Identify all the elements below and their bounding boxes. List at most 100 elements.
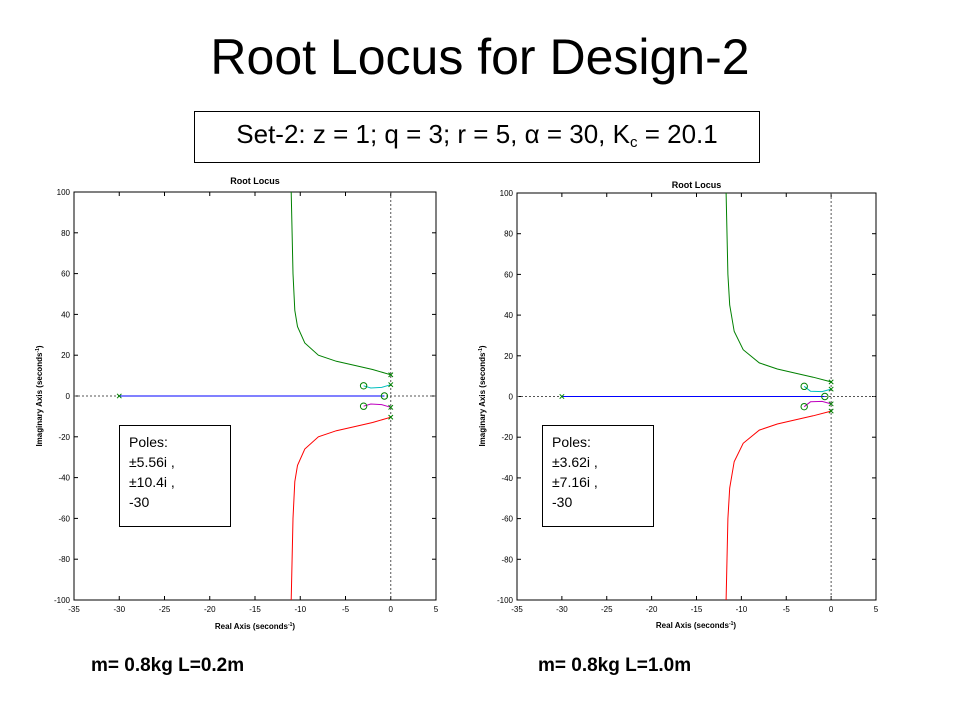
pole-marker — [828, 379, 834, 385]
zero-marker — [821, 392, 829, 401]
x-tick-label: -25 — [601, 605, 613, 614]
zero-marker — [800, 382, 808, 391]
poles-box-left: Poles: ±5.56i , ±10.4i , -30 — [119, 425, 231, 527]
y-tick-label: 60 — [504, 270, 513, 279]
y-tick-label: 80 — [504, 230, 513, 239]
locus-branch — [363, 403, 391, 408]
x-tick-label: -5 — [783, 605, 791, 614]
y-axis-label-text: Imaginary Axis (seconds — [478, 352, 487, 447]
pole-marker-stroke — [828, 386, 834, 392]
slide-title: Root Locus for Design-2 — [210, 29, 750, 85]
y-axis-label-text: Imaginary Axis (seconds — [35, 352, 44, 447]
poles-value: -30 — [129, 494, 150, 510]
x-axis-label-text: Real Axis (seconds — [656, 621, 730, 630]
y-axis-label-tail: ) — [478, 345, 487, 348]
locus-branch — [725, 410, 832, 601]
x-tick-label: -35 — [511, 605, 523, 614]
pole-marker-stroke — [388, 372, 394, 378]
x-tick-label: 0 — [389, 605, 394, 614]
x-tick-label: 0 — [829, 605, 834, 614]
caption-left: m= 0.8kg L=0.2m — [91, 655, 245, 676]
x-tick-label: -10 — [294, 605, 306, 614]
y-tick-label: -100 — [54, 596, 71, 605]
parameter-subscript: c — [629, 134, 638, 151]
x-tick-label: -30 — [556, 605, 568, 614]
y-tick-label: 0 — [66, 392, 71, 401]
locus-branch — [803, 385, 832, 393]
poles-value: -30 — [552, 494, 573, 510]
pole-marker — [828, 386, 834, 392]
x-tick-label: -20 — [204, 605, 216, 614]
poles-label: Poles: — [552, 434, 591, 450]
x-axis-label-text: Real Axis (seconds — [215, 622, 289, 631]
zero-marker — [380, 392, 389, 400]
y-tick-label: 100 — [57, 188, 71, 197]
y-tick-label: -40 — [58, 474, 70, 483]
locus-branch — [363, 384, 391, 389]
locus-branch — [725, 192, 832, 383]
y-tick-label: 20 — [504, 352, 513, 361]
pole-marker-stroke — [116, 393, 122, 399]
pole-marker — [116, 393, 122, 399]
pole-marker — [828, 401, 834, 407]
x-axis-label: Real Axis (seconds-1) — [215, 622, 296, 631]
pole-marker — [828, 408, 834, 414]
chart-title: Root Locus — [672, 180, 722, 190]
x-tick-label: -20 — [646, 605, 658, 614]
parameter-text: Set-2: z = 1; q = 3; r = 5, α = 30, K — [236, 119, 630, 149]
x-axis-label-tail: ) — [292, 622, 295, 631]
x-axis-label: Real Axis (seconds-1) — [656, 621, 737, 630]
poles-value: ±7.16i , — [552, 474, 598, 490]
y-axis-label-tail: ) — [35, 345, 44, 348]
y-tick-label: 40 — [61, 310, 70, 319]
y-tick-label: -80 — [501, 555, 513, 564]
chart-title: Root Locus — [230, 176, 280, 186]
x-tick-label: 5 — [874, 605, 879, 614]
zero-marker — [800, 402, 808, 411]
pole-marker-stroke — [388, 382, 394, 388]
poles-value: ±5.56i , — [129, 454, 175, 470]
x-axis-label-sup: -1 — [729, 621, 734, 627]
poles-value: ±10.4i , — [129, 474, 175, 490]
x-axis-label-tail: ) — [733, 621, 736, 630]
pole-marker-stroke — [828, 379, 834, 385]
y-axis-label: Imaginary Axis (seconds-1) — [478, 345, 487, 446]
pole-marker — [388, 414, 394, 420]
y-axis-label-sup: -1 — [35, 348, 41, 353]
poles-value: ±3.62i , — [552, 454, 598, 470]
pole-marker-stroke — [388, 404, 394, 410]
y-tick-label: 40 — [504, 311, 513, 320]
pole-marker — [388, 404, 394, 410]
y-tick-label: 20 — [61, 351, 70, 360]
x-tick-label: -25 — [159, 605, 171, 614]
parameter-box: Set-2: z = 1; q = 3; r = 5, α = 30, Kc =… — [194, 111, 760, 163]
zero-marker — [359, 402, 368, 410]
y-tick-label: 100 — [500, 189, 514, 198]
x-tick-label: 5 — [434, 605, 439, 614]
y-tick-label: -40 — [501, 474, 513, 483]
caption-right: m= 0.8kg L=1.0m — [538, 655, 692, 676]
y-tick-label: 60 — [61, 270, 70, 279]
y-tick-label: -20 — [501, 433, 513, 442]
y-axis-label-sup: -1 — [478, 348, 484, 353]
locus-branch — [803, 400, 832, 408]
y-tick-label: -20 — [58, 433, 70, 442]
locus-branch — [290, 191, 391, 376]
pole-marker-stroke — [559, 393, 565, 400]
y-tick-label: -80 — [58, 555, 70, 564]
parameter-value: = 20.1 — [637, 119, 718, 149]
poles-label: Poles: — [129, 434, 168, 450]
x-tick-label: -15 — [691, 605, 703, 614]
x-tick-label: -10 — [736, 605, 748, 614]
pole-marker — [388, 382, 394, 388]
y-tick-label: -100 — [497, 596, 514, 605]
locus-branch — [290, 416, 391, 601]
pole-marker — [559, 393, 565, 400]
root-locus-plot-left: -35 -30 -25 -20 -15 -10 -5 0 5 100 80 60 40 20 0 -20 -40… — [35, 176, 439, 631]
pole-marker — [388, 372, 394, 378]
pole-marker-stroke — [828, 401, 834, 407]
y-tick-label: 0 — [509, 393, 514, 402]
x-axis-label-sup: -1 — [288, 622, 293, 628]
x-tick-label: -35 — [68, 605, 80, 614]
x-tick-label: -5 — [342, 605, 350, 614]
